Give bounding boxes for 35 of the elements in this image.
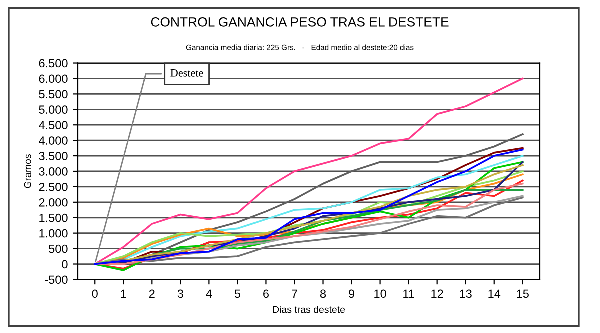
y-tick-label: 500 — [49, 244, 68, 254]
y-tick-label: 5.500 — [39, 90, 68, 99]
x-axis-title: Dias tras destete — [273, 306, 346, 314]
y-tick-label: 3.500 — [39, 152, 68, 160]
x-tick-label: 12 — [432, 290, 444, 298]
y-tick-label: 6.000 — [39, 74, 68, 84]
y-axis-title: Gramos — [24, 154, 32, 188]
x-tick-label: 8 — [320, 290, 326, 298]
y-tick-label: 4.500 — [39, 121, 68, 130]
x-tick-label: 0 — [92, 290, 98, 298]
x-tick-label: 15 — [517, 290, 529, 298]
x-tick-label: 4 — [206, 290, 212, 298]
y-tick-label: -500 — [45, 276, 68, 284]
chart-title: CONTROL GANANCIA PESO TRAS EL DESTETE — [151, 18, 449, 27]
x-tick-label: 11 — [404, 290, 414, 298]
y-tick-label: 1.500 — [40, 214, 68, 222]
y-tick-label: 1.000 — [40, 229, 68, 238]
x-tick-label: 6 — [264, 290, 269, 298]
y-tick-label: 6.500 — [39, 59, 68, 68]
y-tick-label: 4.000 — [39, 136, 68, 145]
x-tick-label: 10 — [374, 290, 386, 298]
x-tick-label: 3 — [178, 290, 184, 298]
annotation: Destete — [170, 69, 204, 77]
x-tick-label: 9 — [349, 290, 354, 298]
y-tick-label: 2.000 — [39, 198, 68, 207]
y-tick-label: 3.000 — [39, 168, 68, 176]
x-tick-label: 1 — [121, 290, 126, 298]
y-tick-label: 2.500 — [39, 182, 68, 192]
y-tick-label: 0 — [62, 260, 68, 269]
x-tick-label: 7 — [292, 290, 298, 298]
y-tick-label: 5.000 — [39, 106, 68, 114]
x-tick-label: 13 — [460, 290, 472, 298]
x-tick-label: 14 — [488, 290, 501, 298]
x-tick-label: 2 — [149, 290, 155, 298]
x-tick-label: 5 — [234, 290, 240, 298]
